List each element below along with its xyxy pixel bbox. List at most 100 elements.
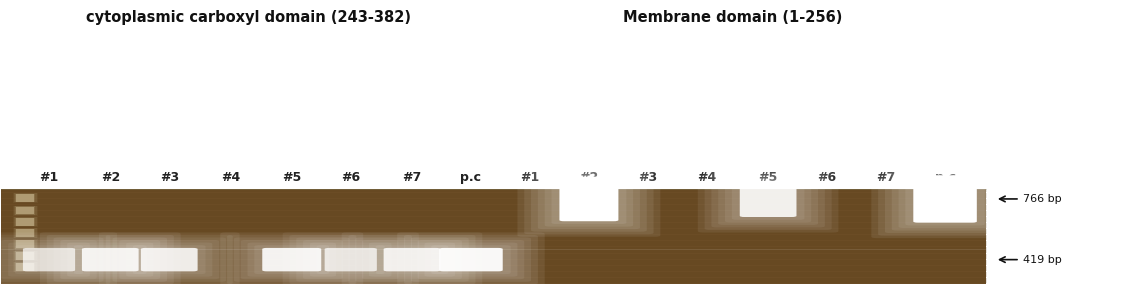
Bar bbox=[14, 217, 36, 227]
Bar bbox=[16, 218, 34, 226]
FancyBboxPatch shape bbox=[368, 243, 455, 277]
Text: #3: #3 bbox=[638, 171, 657, 184]
Bar bbox=[13, 193, 38, 203]
Bar bbox=[14, 240, 36, 249]
FancyBboxPatch shape bbox=[719, 173, 818, 225]
Bar bbox=[16, 229, 34, 237]
Bar bbox=[16, 252, 34, 260]
FancyBboxPatch shape bbox=[234, 237, 349, 282]
Text: #4: #4 bbox=[221, 171, 240, 184]
FancyBboxPatch shape bbox=[348, 235, 475, 284]
FancyBboxPatch shape bbox=[439, 248, 503, 271]
Bar bbox=[13, 262, 38, 272]
Text: #4: #4 bbox=[697, 171, 716, 184]
FancyBboxPatch shape bbox=[60, 240, 160, 279]
FancyBboxPatch shape bbox=[1, 240, 97, 279]
Text: p.c: p.c bbox=[935, 171, 955, 184]
FancyBboxPatch shape bbox=[40, 232, 181, 285]
FancyBboxPatch shape bbox=[431, 245, 511, 274]
FancyBboxPatch shape bbox=[732, 178, 804, 220]
Bar bbox=[13, 217, 38, 227]
Bar bbox=[16, 194, 34, 202]
Bar bbox=[15, 263, 35, 271]
FancyBboxPatch shape bbox=[126, 243, 213, 277]
Bar bbox=[14, 229, 36, 238]
Bar bbox=[14, 193, 36, 202]
Bar bbox=[15, 217, 35, 226]
FancyBboxPatch shape bbox=[141, 248, 198, 271]
Bar bbox=[16, 241, 34, 248]
Text: #3: #3 bbox=[159, 171, 179, 184]
Bar bbox=[14, 206, 36, 215]
Text: 419 bp: 419 bp bbox=[1023, 255, 1062, 264]
FancyBboxPatch shape bbox=[905, 172, 985, 225]
Bar bbox=[13, 251, 38, 261]
Text: 766 bp: 766 bp bbox=[1023, 194, 1062, 204]
Bar bbox=[11, 262, 39, 272]
FancyBboxPatch shape bbox=[255, 245, 330, 274]
Text: #5: #5 bbox=[282, 171, 301, 184]
Bar bbox=[16, 218, 34, 226]
Text: #7: #7 bbox=[402, 171, 422, 184]
FancyBboxPatch shape bbox=[119, 240, 219, 279]
FancyBboxPatch shape bbox=[725, 176, 811, 222]
FancyBboxPatch shape bbox=[67, 243, 153, 277]
Text: #6: #6 bbox=[818, 171, 837, 184]
Bar bbox=[16, 207, 34, 215]
FancyBboxPatch shape bbox=[99, 232, 240, 285]
FancyBboxPatch shape bbox=[221, 232, 363, 285]
FancyBboxPatch shape bbox=[524, 164, 654, 234]
Text: p.c: p.c bbox=[460, 171, 481, 184]
Bar bbox=[13, 228, 38, 238]
FancyBboxPatch shape bbox=[898, 170, 991, 228]
FancyBboxPatch shape bbox=[133, 245, 206, 274]
FancyBboxPatch shape bbox=[878, 162, 1012, 236]
Bar bbox=[16, 229, 34, 237]
Bar bbox=[11, 239, 39, 250]
Text: Membrane domain (1-256): Membrane domain (1-256) bbox=[623, 10, 843, 25]
FancyBboxPatch shape bbox=[551, 174, 626, 224]
Bar bbox=[15, 206, 35, 215]
Bar bbox=[14, 262, 36, 272]
FancyBboxPatch shape bbox=[913, 175, 977, 223]
FancyBboxPatch shape bbox=[325, 248, 376, 271]
FancyBboxPatch shape bbox=[559, 177, 619, 221]
FancyBboxPatch shape bbox=[113, 237, 226, 282]
Bar bbox=[16, 263, 34, 271]
FancyBboxPatch shape bbox=[341, 232, 482, 285]
Bar bbox=[16, 207, 34, 215]
FancyBboxPatch shape bbox=[310, 243, 391, 277]
FancyBboxPatch shape bbox=[410, 237, 531, 282]
FancyBboxPatch shape bbox=[23, 248, 75, 271]
FancyBboxPatch shape bbox=[397, 232, 545, 285]
Bar bbox=[15, 251, 35, 260]
FancyBboxPatch shape bbox=[698, 165, 838, 233]
FancyBboxPatch shape bbox=[263, 248, 322, 271]
FancyBboxPatch shape bbox=[0, 237, 103, 282]
FancyBboxPatch shape bbox=[8, 243, 90, 277]
Text: #7: #7 bbox=[877, 171, 896, 184]
FancyBboxPatch shape bbox=[383, 248, 440, 271]
Bar bbox=[11, 250, 39, 261]
Text: #6: #6 bbox=[341, 171, 360, 184]
FancyBboxPatch shape bbox=[283, 232, 418, 285]
FancyBboxPatch shape bbox=[891, 167, 998, 231]
FancyBboxPatch shape bbox=[297, 237, 405, 282]
Bar bbox=[16, 263, 34, 271]
Text: #2: #2 bbox=[579, 171, 598, 184]
Text: #1: #1 bbox=[40, 171, 59, 184]
Bar bbox=[13, 205, 38, 215]
FancyBboxPatch shape bbox=[227, 235, 356, 284]
FancyBboxPatch shape bbox=[375, 245, 448, 274]
FancyBboxPatch shape bbox=[304, 240, 398, 279]
FancyBboxPatch shape bbox=[362, 240, 462, 279]
FancyBboxPatch shape bbox=[0, 235, 110, 284]
Bar bbox=[15, 240, 35, 249]
FancyBboxPatch shape bbox=[712, 170, 824, 227]
FancyBboxPatch shape bbox=[106, 235, 233, 284]
FancyBboxPatch shape bbox=[424, 243, 517, 277]
FancyBboxPatch shape bbox=[740, 181, 797, 217]
FancyBboxPatch shape bbox=[705, 168, 831, 230]
Bar bbox=[13, 239, 38, 249]
FancyBboxPatch shape bbox=[53, 237, 167, 282]
